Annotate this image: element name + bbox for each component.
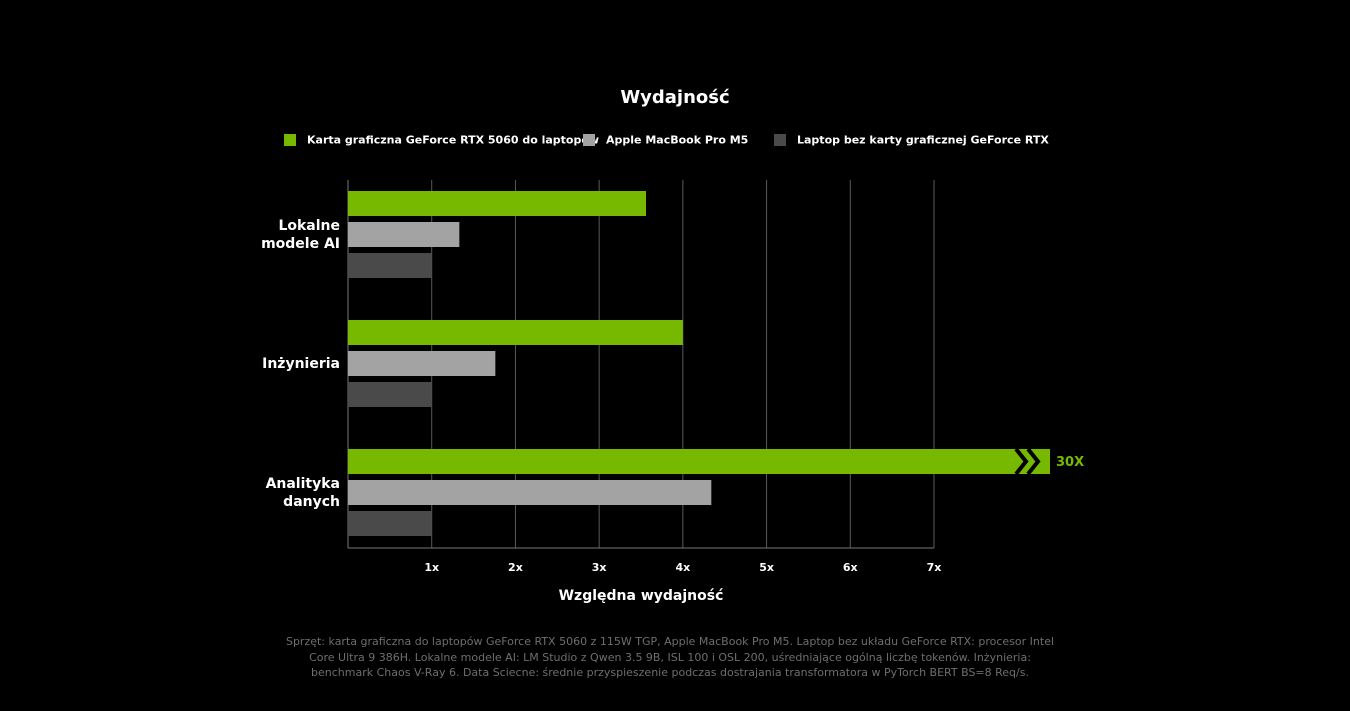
- y-tick-label: Lokalne modele AI: [261, 217, 340, 252]
- bar: [348, 449, 1050, 474]
- x-tick-label: 1x: [424, 561, 439, 574]
- bar: [348, 222, 460, 247]
- bar: [348, 253, 432, 278]
- bar: [348, 511, 432, 536]
- x-tick-label: 7x: [927, 561, 942, 574]
- legend-label: Karta graficzna GeForce RTX 5060 do lapt…: [307, 134, 599, 147]
- break-chevron: [1026, 447, 1041, 476]
- legend-label: Laptop bez karty graficznej GeForce RTX: [797, 134, 1049, 147]
- x-tick-label: 2x: [508, 561, 523, 574]
- legend-swatch: [583, 134, 595, 146]
- legend-swatch: [284, 134, 296, 146]
- y-tick-label: Inżynieria: [262, 355, 340, 372]
- bar: [348, 320, 683, 345]
- x-axis-title: Względna wydajność: [559, 588, 724, 604]
- bar: [348, 351, 496, 376]
- chart-title: Wydajność: [620, 87, 730, 108]
- y-tick-label: Analityka danych: [265, 475, 340, 510]
- value-label: 30X: [1056, 455, 1084, 470]
- footnote: Sprzęt: karta graficzna do laptopów GeFo…: [285, 635, 1055, 679]
- x-tick-label: 5x: [759, 561, 774, 574]
- x-tick-label: 4x: [675, 561, 690, 574]
- x-tick-label: 3x: [592, 561, 607, 574]
- bar: [348, 382, 432, 407]
- bar: [348, 480, 712, 505]
- break-chevron: [1014, 447, 1029, 476]
- legend-swatch: [774, 134, 786, 146]
- bar: [348, 191, 647, 216]
- x-tick-label: 6x: [843, 561, 858, 574]
- legend-label: Apple MacBook Pro M5: [606, 134, 748, 147]
